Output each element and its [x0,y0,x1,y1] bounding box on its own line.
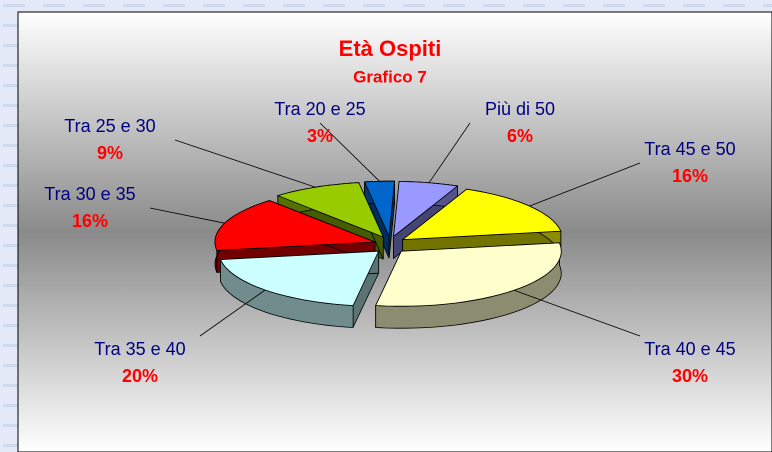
leader-line [529,162,641,207]
leader-line [199,289,266,337]
slice-label: Tra 30 e 35 [44,184,135,204]
slice-label: Tra 20 e 25 [274,99,365,119]
chart-subtitle: Grafico 7 [353,67,427,86]
slice-value-label: 16% [72,211,108,231]
slice-label: Più di 50 [485,99,555,119]
leader-line [428,122,471,184]
slice-value-label: 20% [122,366,158,386]
slice-value-label: 6% [507,126,533,146]
slice-value-label: 16% [672,166,708,186]
pie-slice [219,250,380,328]
slice-label: Tra 40 e 45 [644,339,735,359]
leader-line [174,139,316,188]
leader-line [319,122,380,182]
slice-value-label: 30% [672,366,708,386]
chart-title: Età Ospiti [339,36,442,61]
slice-value-label: 3% [307,126,333,146]
leader-line [149,207,225,224]
pie-slice [375,242,562,329]
slice-label: Tra 25 e 30 [64,116,155,136]
slice-label: Tra 45 e 50 [644,139,735,159]
slice-label: Tra 35 e 40 [94,339,185,359]
leader-line [513,289,641,337]
slice-value-label: 9% [97,143,123,163]
pie-slice [364,180,396,259]
